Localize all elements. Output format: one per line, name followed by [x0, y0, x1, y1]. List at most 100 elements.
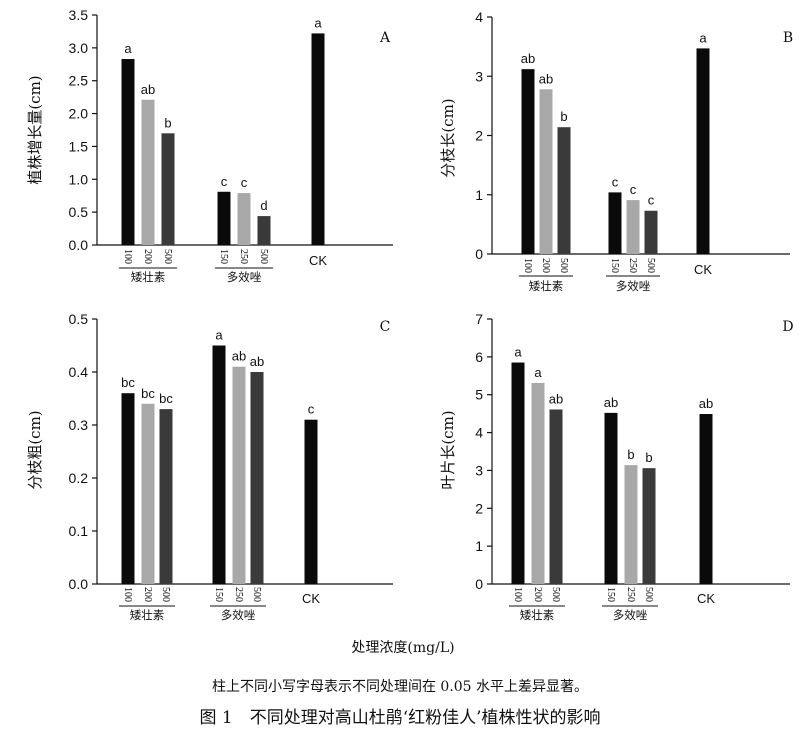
y-tick-label: 3.0	[69, 40, 89, 56]
bar-ck	[304, 419, 318, 584]
y-tick-label: 3	[475, 68, 483, 84]
significance-letter: bc	[121, 375, 135, 390]
y-tick-label: 0.0	[69, 576, 89, 592]
bar-paclobutrazol-150	[604, 412, 618, 584]
bar-cycocel-500	[557, 127, 571, 254]
significance-letter: bc	[159, 391, 173, 406]
concentration-label: 500	[258, 249, 269, 264]
significance-letter: b	[645, 450, 652, 465]
concentration-label: 150	[213, 587, 224, 602]
significance-letter: ab	[539, 71, 553, 86]
bar-paclobutrazol-250	[237, 193, 251, 245]
y-tick-label: 0	[475, 246, 483, 262]
y-tick-label: 0.1	[69, 523, 89, 539]
panel-label: D	[782, 319, 793, 335]
concentration-label: 150	[605, 587, 616, 602]
bar-cycocel-200	[531, 382, 545, 584]
concentration-label: 500	[643, 587, 654, 602]
y-tick-label: 0.5	[69, 311, 89, 327]
significance-letter: ab	[549, 391, 563, 406]
group-label-paclobutrazol: 多效唑	[613, 608, 648, 622]
group-label-cycocel: 矮壮素	[520, 608, 555, 622]
ck-label: CK	[694, 262, 712, 277]
y-tick-label: 1	[475, 538, 483, 554]
significance-letter: b	[560, 109, 567, 124]
y-axis-label: 叶片长(cm)	[439, 410, 457, 489]
bar-paclobutrazol-500	[257, 216, 271, 245]
group-label-cycocel: 矮壮素	[131, 270, 166, 284]
bar-cycocel-100	[521, 69, 535, 254]
bar-paclobutrazol-500	[642, 468, 656, 584]
significance-letter: b	[164, 115, 171, 130]
significance-letter: ab	[250, 354, 264, 369]
significance-letter: b	[627, 447, 634, 462]
bar-ck	[699, 414, 713, 584]
bar-ck	[311, 33, 325, 246]
bar-paclobutrazol-500	[250, 372, 264, 584]
panel-a: 0.0 0.5 1.0 1.5 2.0 2.5 3.0 3.5 植株增长量(cm) Aa ab b 10…	[26, 7, 393, 284]
panel-label: B	[783, 30, 793, 46]
concentration-label: 250	[233, 587, 244, 602]
y-tick-label: 4	[475, 9, 483, 25]
group-label-paclobutrazol: 多效唑	[221, 608, 256, 622]
concentration-label: 150	[609, 258, 620, 273]
significance-note: 柱上不同小写字母表示不同处理间在 0.05 水平上差异显著。	[211, 679, 589, 695]
concentration-label: 200	[532, 587, 543, 602]
y-tick-label: 2.0	[69, 106, 89, 122]
significance-letter: c	[241, 175, 248, 190]
significance-letter: a	[514, 345, 522, 360]
significance-letter: a	[534, 365, 542, 380]
y-axis-label: 分枝长(cm)	[439, 98, 457, 177]
bar-ck	[696, 48, 710, 255]
bar-cycocel-200	[141, 403, 155, 584]
y-tick-label: 0.4	[69, 364, 89, 380]
concentration-label: 150	[218, 249, 229, 264]
significance-letter: ab	[521, 51, 535, 66]
significance-letter: a	[699, 30, 707, 45]
x-axis-title: 处理浓度(mg/L)	[351, 640, 454, 656]
bar-cycocel-100	[121, 59, 135, 246]
concentration-label: 100	[122, 249, 133, 264]
y-axis-label: 植株增长量(cm)	[26, 75, 44, 184]
concentration-label: 200	[142, 249, 153, 264]
concentration-label: 200	[540, 258, 551, 273]
y-tick-label: 5	[475, 387, 483, 403]
concentration-label: 250	[625, 587, 636, 602]
significance-letter: a	[124, 41, 132, 56]
bar-cycocel-500	[549, 409, 563, 584]
group-label-cycocel: 矮壮素	[130, 608, 165, 622]
bar-paclobutrazol-250	[626, 200, 640, 254]
significance-letter: c	[308, 402, 315, 417]
concentration-label: 200	[142, 587, 153, 602]
panel-label: C	[380, 319, 391, 335]
significance-letter: ab	[232, 349, 246, 364]
concentration-label: 100	[512, 587, 523, 602]
bar-cycocel-100	[121, 393, 135, 584]
y-tick-label: 1.0	[69, 171, 89, 187]
ck-label: CK	[309, 253, 327, 268]
y-tick-label: 2.5	[69, 73, 89, 89]
significance-letter: bc	[141, 386, 155, 401]
bar-paclobutrazol-150	[212, 345, 226, 584]
y-tick-label: 7	[475, 311, 483, 327]
y-tick-label: 0.2	[69, 470, 89, 486]
y-tick-label: 0.0	[69, 237, 89, 253]
significance-letter: a	[215, 328, 223, 343]
concentration-label: 500	[251, 587, 262, 602]
bar-paclobutrazol-150	[217, 191, 231, 245]
concentration-label: 250	[627, 258, 638, 273]
concentration-label: 100	[522, 258, 533, 273]
significance-letter: a	[314, 15, 322, 30]
concentration-label: 100	[122, 587, 133, 602]
y-tick-label: 3	[475, 462, 483, 478]
concentration-label: 500	[160, 587, 171, 602]
y-tick-label: 0.5	[69, 204, 89, 220]
bar-cycocel-100	[511, 362, 525, 584]
y-tick-label: 0	[475, 576, 483, 592]
y-tick-label: 1.5	[69, 138, 89, 154]
significance-letter: c	[221, 174, 228, 189]
